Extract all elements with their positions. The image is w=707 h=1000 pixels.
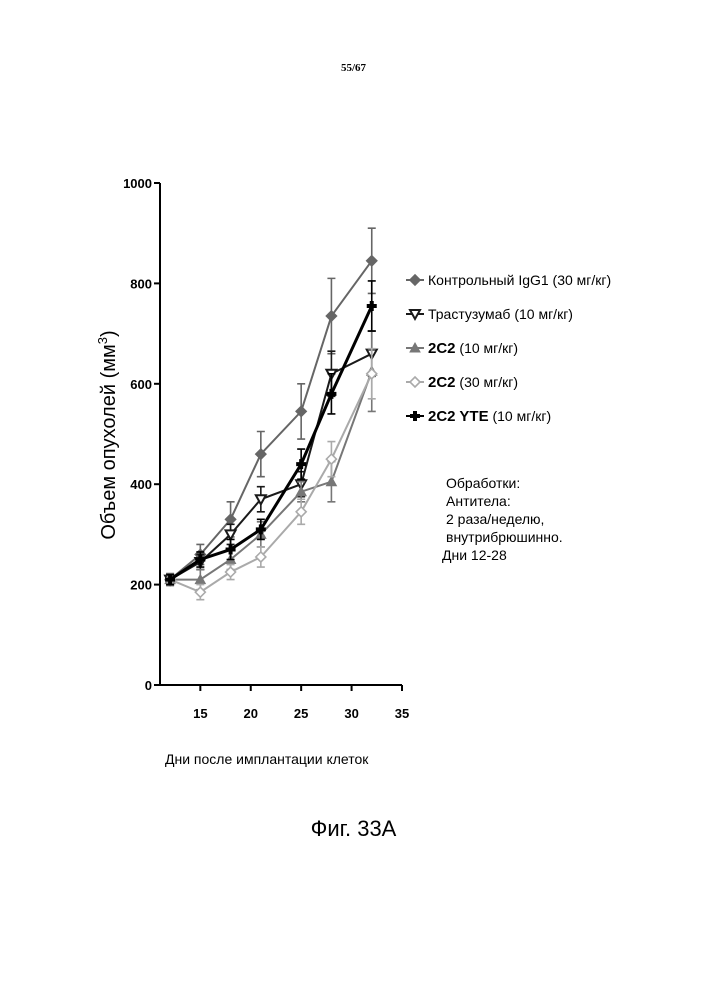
notes-line: Обработки: (446, 475, 521, 491)
page-number: 55/67 (340, 62, 367, 74)
series-4 (163, 347, 378, 601)
legend-dose: (30 мг/кг) (455, 374, 519, 390)
y-tick-label: 0 (145, 678, 152, 693)
data-point (366, 300, 377, 311)
y-tick-label: 1000 (123, 176, 152, 191)
chart-series-layer (163, 227, 379, 601)
y-tick-label: 200 (130, 578, 152, 593)
data-point (254, 447, 267, 461)
data-point (224, 565, 237, 579)
data-point (295, 485, 308, 497)
x-tick-label: 25 (294, 706, 308, 720)
series-5 (165, 280, 377, 586)
legend-swatch (406, 273, 424, 287)
legend-label: 2C2 (30 мг/кг) (428, 374, 518, 391)
legend-marker (410, 411, 420, 421)
legend-marker (408, 309, 422, 322)
data-point (254, 494, 268, 507)
legend-marker (409, 341, 421, 353)
x-tick-label: 15 (193, 706, 207, 720)
figure-caption: Фиг. 33A (310, 816, 397, 841)
legend-marker (408, 375, 422, 389)
legend-label: 2C2 YTE (10 мг/кг) (428, 408, 551, 425)
notes-line: 2 раза/неделю, (446, 511, 545, 527)
legend-swatch (406, 309, 424, 322)
data-point (365, 367, 378, 380)
data-point (223, 529, 238, 542)
data-point (365, 254, 378, 267)
data-point (325, 452, 338, 466)
series-line (169, 260, 373, 581)
legend-marker (408, 273, 422, 287)
legend-code: 2C2 (428, 374, 456, 391)
notes-line: Дни 12-28 (442, 547, 507, 563)
y-tick-label: 800 (130, 276, 152, 291)
y-tick-label: 600 (130, 377, 152, 392)
data-point (295, 405, 308, 418)
data-point (295, 505, 308, 518)
data-point (194, 573, 207, 585)
legend-swatch (406, 411, 424, 421)
legend-dose: (10 мг/кг) (455, 340, 519, 356)
x-tick-label: 35 (395, 706, 409, 720)
x-tick-label: 20 (244, 706, 258, 720)
legend-label: Трастузумаб (10 мг/кг) (428, 306, 573, 322)
treatment-notes: Обработки: Антитела: 2 раза/неделю, внут… (442, 474, 563, 564)
legend-code: 2C2 YTE (428, 408, 489, 425)
legend-label: 2C2 (10 мг/кг) (428, 340, 518, 357)
line-chart: 0 200 400 600 800 1000 15 20 25 30 35 (123, 176, 409, 720)
data-point (326, 388, 337, 399)
data-point (254, 550, 267, 564)
chart-axes: 0 200 400 600 800 1000 15 20 25 30 35 (123, 176, 409, 720)
notes-line: Антитела: (446, 493, 511, 509)
data-point (255, 524, 266, 535)
x-axis-label: Дни после имплантации клеток (165, 751, 369, 767)
series-1 (163, 227, 378, 587)
notes-line: внутрибрюшинно. (446, 529, 563, 545)
legend-label: Контрольный IgG1 (30 мг/кг) (428, 272, 612, 288)
data-point (325, 309, 338, 323)
data-point (225, 544, 236, 555)
legend-code: 2C2 (428, 340, 456, 357)
data-point (195, 554, 206, 565)
y-tick-label: 400 (130, 477, 152, 492)
data-point (194, 585, 207, 599)
data-point (165, 574, 176, 585)
data-point (296, 459, 307, 470)
x-tick-label: 30 (344, 706, 358, 720)
y-axis-label: Объем опухолей (мм3) (95, 330, 120, 540)
series-3 (164, 330, 378, 591)
data-point (325, 475, 338, 487)
legend-swatch (406, 375, 424, 389)
legend-dose: (10 мг/кг) (488, 408, 552, 424)
legend-swatch (406, 341, 424, 353)
